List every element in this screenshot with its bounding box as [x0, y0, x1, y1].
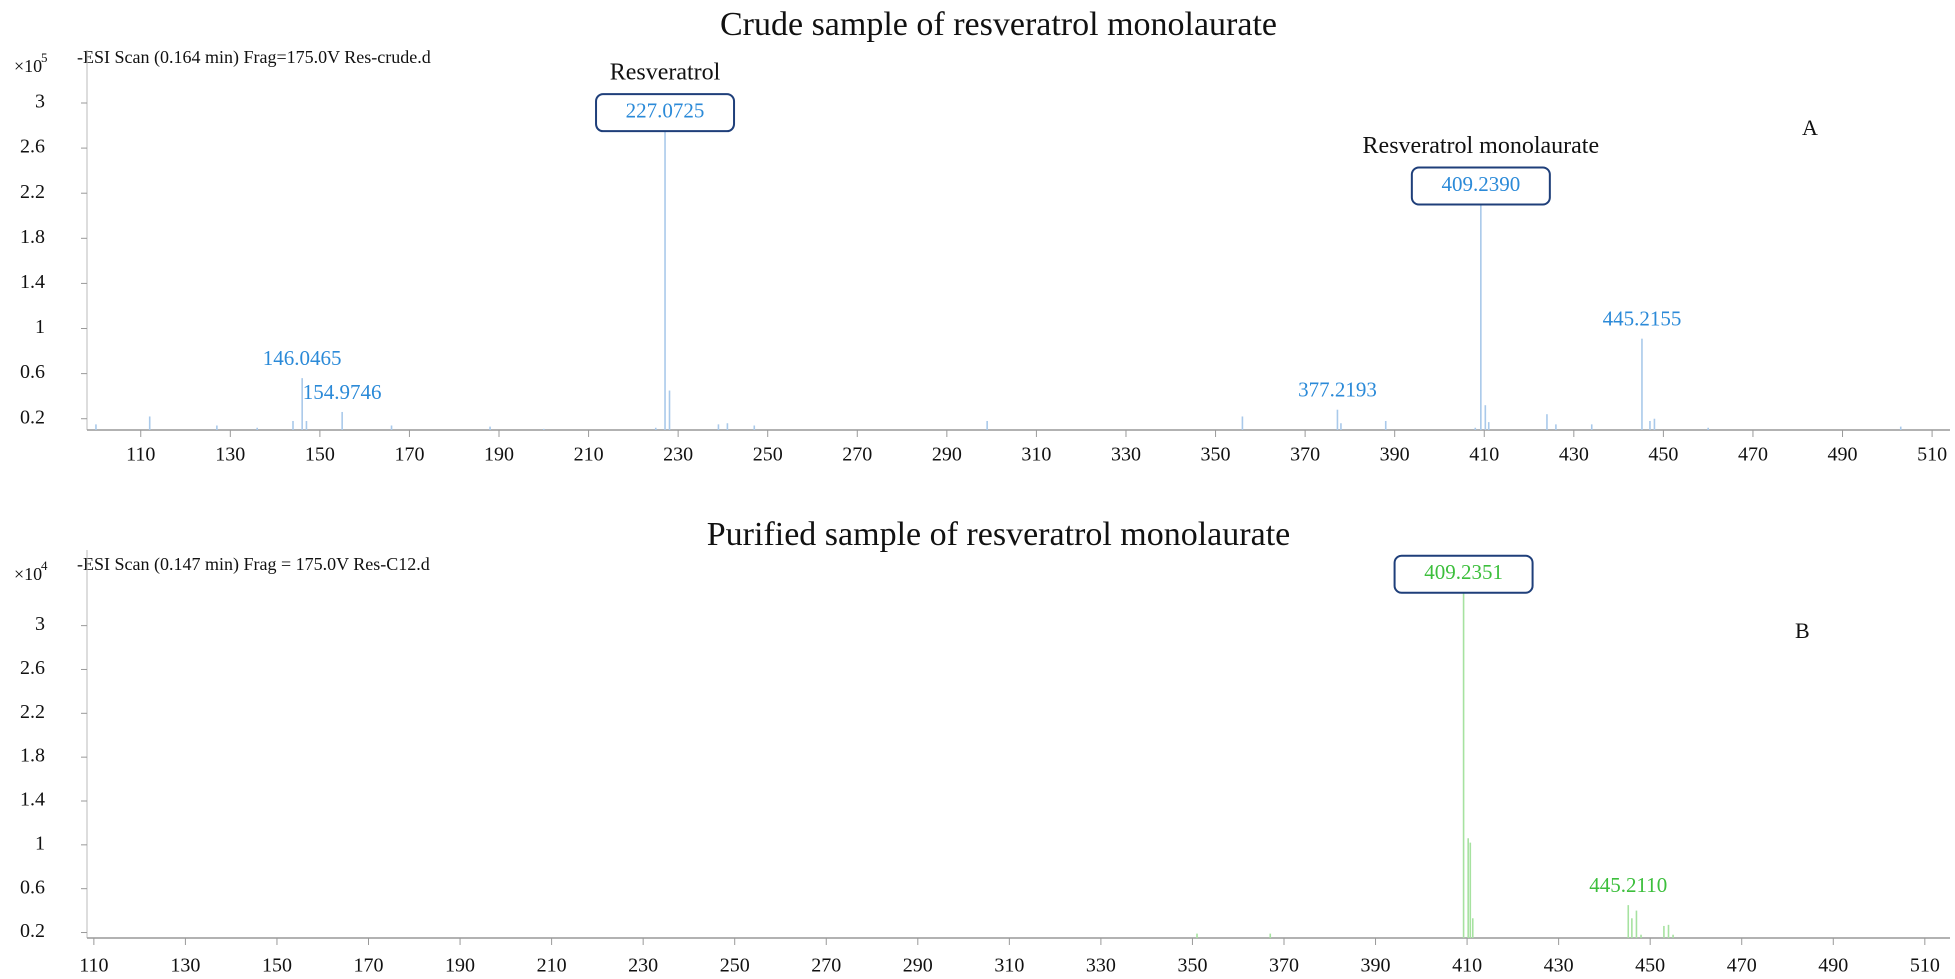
x-tick-label: 430 — [1544, 955, 1574, 977]
peak-label: 445.2155 — [1603, 306, 1682, 330]
x-tick-label: 350 — [1177, 955, 1207, 977]
y-tick-label: 0.6 — [20, 876, 45, 898]
scan-info: -ESI Scan (0.147 min) Frag = 175.0V Res-… — [77, 554, 430, 575]
y-tick-label: 1 — [35, 832, 45, 854]
y-tick-label: 1.4 — [20, 789, 45, 811]
y-tick-label: 2.2 — [20, 181, 45, 203]
x-tick-label: 310 — [994, 955, 1024, 977]
x-tick-label: 190 — [484, 444, 514, 466]
label-box — [595, 93, 736, 133]
y-tick-label: 2.6 — [20, 136, 45, 158]
y-tick-label: 1.4 — [20, 271, 45, 293]
x-tick-label: 230 — [628, 955, 658, 977]
x-tick-label: 150 — [305, 444, 335, 466]
x-tick-label: 270 — [811, 955, 841, 977]
x-tick-label: 210 — [574, 444, 604, 466]
x-tick-label: 510 — [1917, 444, 1947, 466]
label-box — [1410, 166, 1551, 206]
x-tick-label: 110 — [79, 955, 108, 977]
compound-name: Resveratrol — [610, 60, 721, 86]
peak-label: 409.2390 — [1441, 172, 1520, 196]
x-tick-label: 250 — [720, 955, 750, 977]
y-tick-label: 3 — [35, 613, 45, 635]
x-tick-label: 330 — [1086, 955, 1116, 977]
chart-title: Purified sample of resveratrol monolaura… — [707, 516, 1290, 553]
y-tick-label: 1.8 — [20, 226, 45, 248]
x-tick-label: 450 — [1635, 955, 1665, 977]
chart-title: Crude sample of resveratrol monolaurate — [720, 6, 1277, 43]
x-tick-label: 250 — [753, 444, 783, 466]
peak-label: 154.9746 — [303, 380, 382, 404]
x-tick-label: 410 — [1452, 955, 1482, 977]
unit-base: ×10 — [14, 56, 42, 76]
x-tick-label: 390 — [1380, 444, 1410, 466]
x-tick-label: 130 — [170, 955, 200, 977]
compound-name: Resveratrol monolaurate — [1363, 133, 1600, 159]
panel-label: A — [1802, 115, 1818, 140]
peak-label: 409.2351 — [1424, 560, 1503, 584]
x-tick-label: 290 — [932, 444, 962, 466]
x-tick-label: 110 — [126, 444, 155, 466]
y-tick-label: 0.6 — [20, 361, 45, 383]
peak-label: 227.0725 — [626, 98, 705, 122]
unit-exponent: 4 — [41, 558, 48, 573]
x-tick-label: 470 — [1727, 955, 1757, 977]
y-tick-label: 2.6 — [20, 657, 45, 679]
peak-label: 146.0465 — [263, 346, 342, 370]
peak-label: 377.2193 — [1298, 378, 1377, 402]
x-tick-label: 130 — [215, 444, 245, 466]
panel-label: B — [1795, 618, 1810, 643]
x-tick-label: 450 — [1648, 444, 1678, 466]
unit-base: ×10 — [14, 564, 42, 584]
y-tick-label: 0.2 — [20, 406, 45, 428]
x-tick-label: 230 — [663, 444, 693, 466]
scan-info: -ESI Scan (0.164 min) Frag=175.0V Res-cr… — [77, 47, 431, 68]
x-tick-label: 290 — [903, 955, 933, 977]
x-tick-label: 490 — [1818, 955, 1848, 977]
y-tick-label: 2.2 — [20, 701, 45, 723]
y-tick-label: 1 — [35, 316, 45, 338]
x-tick-label: 150 — [262, 955, 292, 977]
peak-label: 445.2110 — [1589, 873, 1667, 897]
x-tick-label: 170 — [354, 955, 384, 977]
x-tick-label: 270 — [842, 444, 872, 466]
y-tick-label: 3 — [35, 91, 45, 113]
x-tick-label: 350 — [1201, 444, 1231, 466]
y-tick-label: 1.8 — [20, 745, 45, 767]
x-tick-label: 370 — [1269, 955, 1299, 977]
x-tick-label: 470 — [1738, 444, 1768, 466]
y-tick-label: 0.2 — [20, 920, 45, 942]
x-tick-label: 190 — [445, 955, 475, 977]
x-tick-label: 430 — [1559, 444, 1589, 466]
x-tick-label: 390 — [1361, 955, 1391, 977]
x-tick-label: 210 — [537, 955, 567, 977]
x-tick-label: 370 — [1290, 444, 1320, 466]
x-tick-label: 490 — [1828, 444, 1858, 466]
x-tick-label: 410 — [1469, 444, 1499, 466]
x-tick-label: 330 — [1111, 444, 1141, 466]
x-tick-label: 510 — [1910, 955, 1940, 977]
unit-exponent: 5 — [41, 50, 48, 65]
label-box — [1393, 554, 1534, 594]
x-tick-label: 170 — [394, 444, 424, 466]
x-tick-label: 310 — [1021, 444, 1051, 466]
